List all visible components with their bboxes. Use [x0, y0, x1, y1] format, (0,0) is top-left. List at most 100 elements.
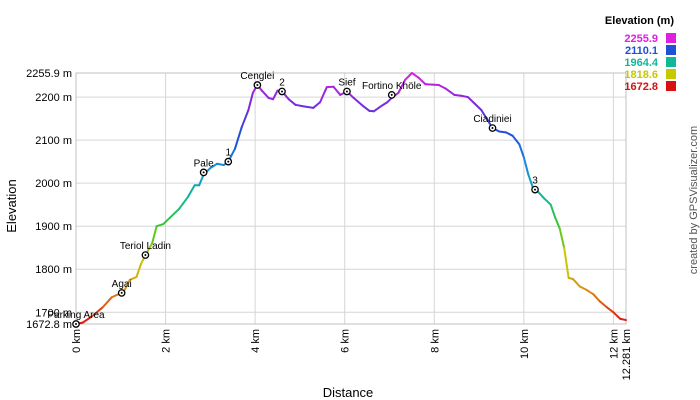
profile-segment — [128, 275, 138, 282]
legend-value: 1964.4 — [624, 57, 659, 69]
profile-segment — [578, 285, 588, 291]
plot-border — [75, 72, 627, 325]
waypoint-label: Sief — [338, 77, 355, 88]
profile-segment — [542, 197, 552, 206]
profile-segment — [605, 306, 615, 314]
profile-segment — [303, 105, 315, 109]
profile-segment — [240, 108, 250, 129]
legend-title: Elevation (m) — [605, 15, 674, 27]
waypoint-dot — [390, 93, 393, 96]
x-tick-label: 6 km — [340, 329, 352, 353]
waypoint-label: Teriol Ladin — [120, 241, 171, 252]
y-axis-title: Elevation — [4, 179, 19, 232]
profile-segment — [480, 108, 490, 122]
elevation-profile — [75, 72, 627, 325]
profile-segment — [155, 223, 165, 228]
waypoint-label: Cenglei — [240, 71, 274, 82]
x-axis-title: Distance — [323, 385, 374, 400]
profile-segment — [453, 93, 463, 97]
profile-segment — [209, 162, 219, 170]
legend-swatch — [666, 81, 676, 91]
waypoint-label: Ciadiniei — [473, 114, 511, 125]
waypoint-label: Parking Area — [47, 310, 105, 321]
profile-segment — [90, 306, 104, 318]
x-axis-ticks: 0 km 2 km 4 km 6 km 8 km 10 km 12 km 12.281 km — [71, 329, 633, 380]
profile-segment — [572, 278, 581, 288]
waypoint-label: Fortino Khöle — [362, 81, 422, 92]
profile-segment — [437, 84, 447, 90]
profile-segment — [417, 76, 427, 86]
profile-segment — [81, 315, 93, 324]
profile-segment — [379, 101, 389, 108]
profile-segment — [466, 96, 476, 105]
x-tick-label: 4 km — [250, 329, 262, 353]
profile-segment — [549, 203, 557, 219]
plot-frame — [75, 72, 627, 325]
profile-segment — [592, 293, 601, 303]
profile-segment — [178, 195, 189, 210]
profile-segment — [151, 225, 158, 245]
y-tick-label: 2100 m — [35, 135, 72, 147]
waypoint-dot — [534, 188, 537, 191]
profile-segment — [361, 104, 371, 112]
profile-segment — [169, 207, 181, 219]
profile-segment — [101, 296, 113, 309]
profile-segment — [585, 288, 595, 296]
y-tick-label: 2000 m — [35, 178, 72, 190]
y-tick-label: 1900 m — [35, 221, 72, 233]
profile-segment — [444, 87, 456, 96]
waypoint-dot — [202, 171, 205, 174]
legend-swatch — [666, 69, 676, 79]
profile-segment — [372, 105, 382, 113]
legend-swatch — [666, 45, 676, 55]
profile-segment — [233, 126, 243, 150]
waypoint-dot — [281, 90, 284, 93]
waypoint-dot — [345, 90, 348, 93]
x-tick-label: 10 km — [519, 329, 531, 359]
profile-segment — [397, 78, 407, 94]
profile-segment — [162, 216, 172, 226]
y-tick-label: 1800 m — [35, 264, 72, 276]
profile-segment — [332, 85, 342, 96]
profile-segment — [110, 293, 120, 299]
profile-segment — [312, 101, 322, 109]
waypoint-dot — [120, 291, 123, 294]
profile-segment — [522, 156, 530, 176]
profile-segment — [498, 130, 507, 134]
waypoint-dot — [227, 160, 230, 163]
profile-segment — [460, 94, 469, 99]
x-tick-label: 8 km — [429, 329, 441, 353]
credit-text: created by GPSVisualizer.com — [688, 126, 700, 274]
waypoint-dot — [491, 127, 494, 130]
legend-swatch — [666, 57, 676, 67]
y-tick-label: 2200 m — [35, 92, 72, 104]
waypoint-label: 1 — [225, 148, 231, 159]
profile-segment — [287, 98, 297, 106]
y-tick-label: 1700 m — [35, 307, 72, 319]
profile-segment — [563, 246, 570, 279]
x-tick-label: 2 km — [161, 329, 173, 353]
profile-segment — [558, 227, 566, 249]
profile-segment — [294, 103, 306, 108]
x-tick-label: 12.281 km — [621, 329, 633, 380]
profile-segment — [511, 134, 521, 146]
y-tick-label: 2255.9 m — [26, 68, 72, 80]
elevation-legend: Elevation (m) 2255.92110.11964.41818.616… — [605, 15, 676, 93]
waypoint-label: Agai — [112, 279, 132, 290]
profile-segment — [135, 263, 142, 278]
profile-segment — [612, 311, 622, 320]
profile-segment — [352, 96, 364, 107]
profile-segment — [319, 86, 328, 104]
profile-segment — [410, 72, 420, 79]
legend-value: 1818.6 — [624, 69, 658, 81]
y-tick-label: 1672.8 m — [26, 319, 72, 331]
profile-segment — [247, 91, 254, 111]
profile-segment — [554, 216, 561, 230]
profile-segment — [536, 189, 545, 200]
legend-value: 2255.9 — [624, 33, 658, 45]
profile-segment — [404, 72, 413, 81]
waypoint-label: 3 — [532, 176, 538, 187]
